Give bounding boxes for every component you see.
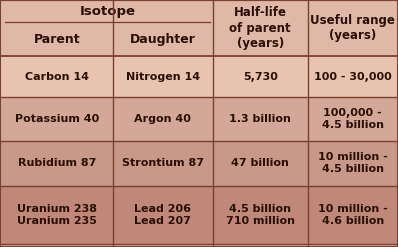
Text: Useful range
(years): Useful range (years) <box>310 14 395 42</box>
Text: 10 million -
4.5 billion: 10 million - 4.5 billion <box>318 152 388 174</box>
Text: Half-life
of parent
(years): Half-life of parent (years) <box>230 6 291 50</box>
Text: Daughter: Daughter <box>130 33 196 46</box>
Bar <box>0 0 398 57</box>
Text: Nitrogen 14: Nitrogen 14 <box>126 72 200 82</box>
Text: 10 million -
4.6 billion: 10 million - 4.6 billion <box>318 204 388 226</box>
Text: 100 - 30,000: 100 - 30,000 <box>314 72 392 82</box>
Text: 4.5 billion
710 million: 4.5 billion 710 million <box>226 204 295 226</box>
Text: Parent: Parent <box>34 33 81 46</box>
Bar <box>0 141 398 185</box>
Text: 5,730: 5,730 <box>243 72 278 82</box>
Text: Isotope: Isotope <box>80 5 136 18</box>
Text: Uranium 238
Uranium 235: Uranium 238 Uranium 235 <box>17 204 97 226</box>
Bar <box>0 57 398 97</box>
Text: Strontium 87: Strontium 87 <box>122 158 204 168</box>
Text: Carbon 14: Carbon 14 <box>25 72 89 82</box>
Text: 100,000 -
4.5 billion: 100,000 - 4.5 billion <box>322 108 384 130</box>
Text: Rubidium 87: Rubidium 87 <box>18 158 96 168</box>
Text: Potassium 40: Potassium 40 <box>15 114 99 124</box>
Bar <box>0 185 398 244</box>
Text: 47 billion: 47 billion <box>231 158 289 168</box>
Text: 1.3 billion: 1.3 billion <box>229 114 291 124</box>
Bar <box>0 97 398 141</box>
Text: Argon 40: Argon 40 <box>135 114 191 124</box>
Text: Lead 206
Lead 207: Lead 206 Lead 207 <box>134 204 191 226</box>
